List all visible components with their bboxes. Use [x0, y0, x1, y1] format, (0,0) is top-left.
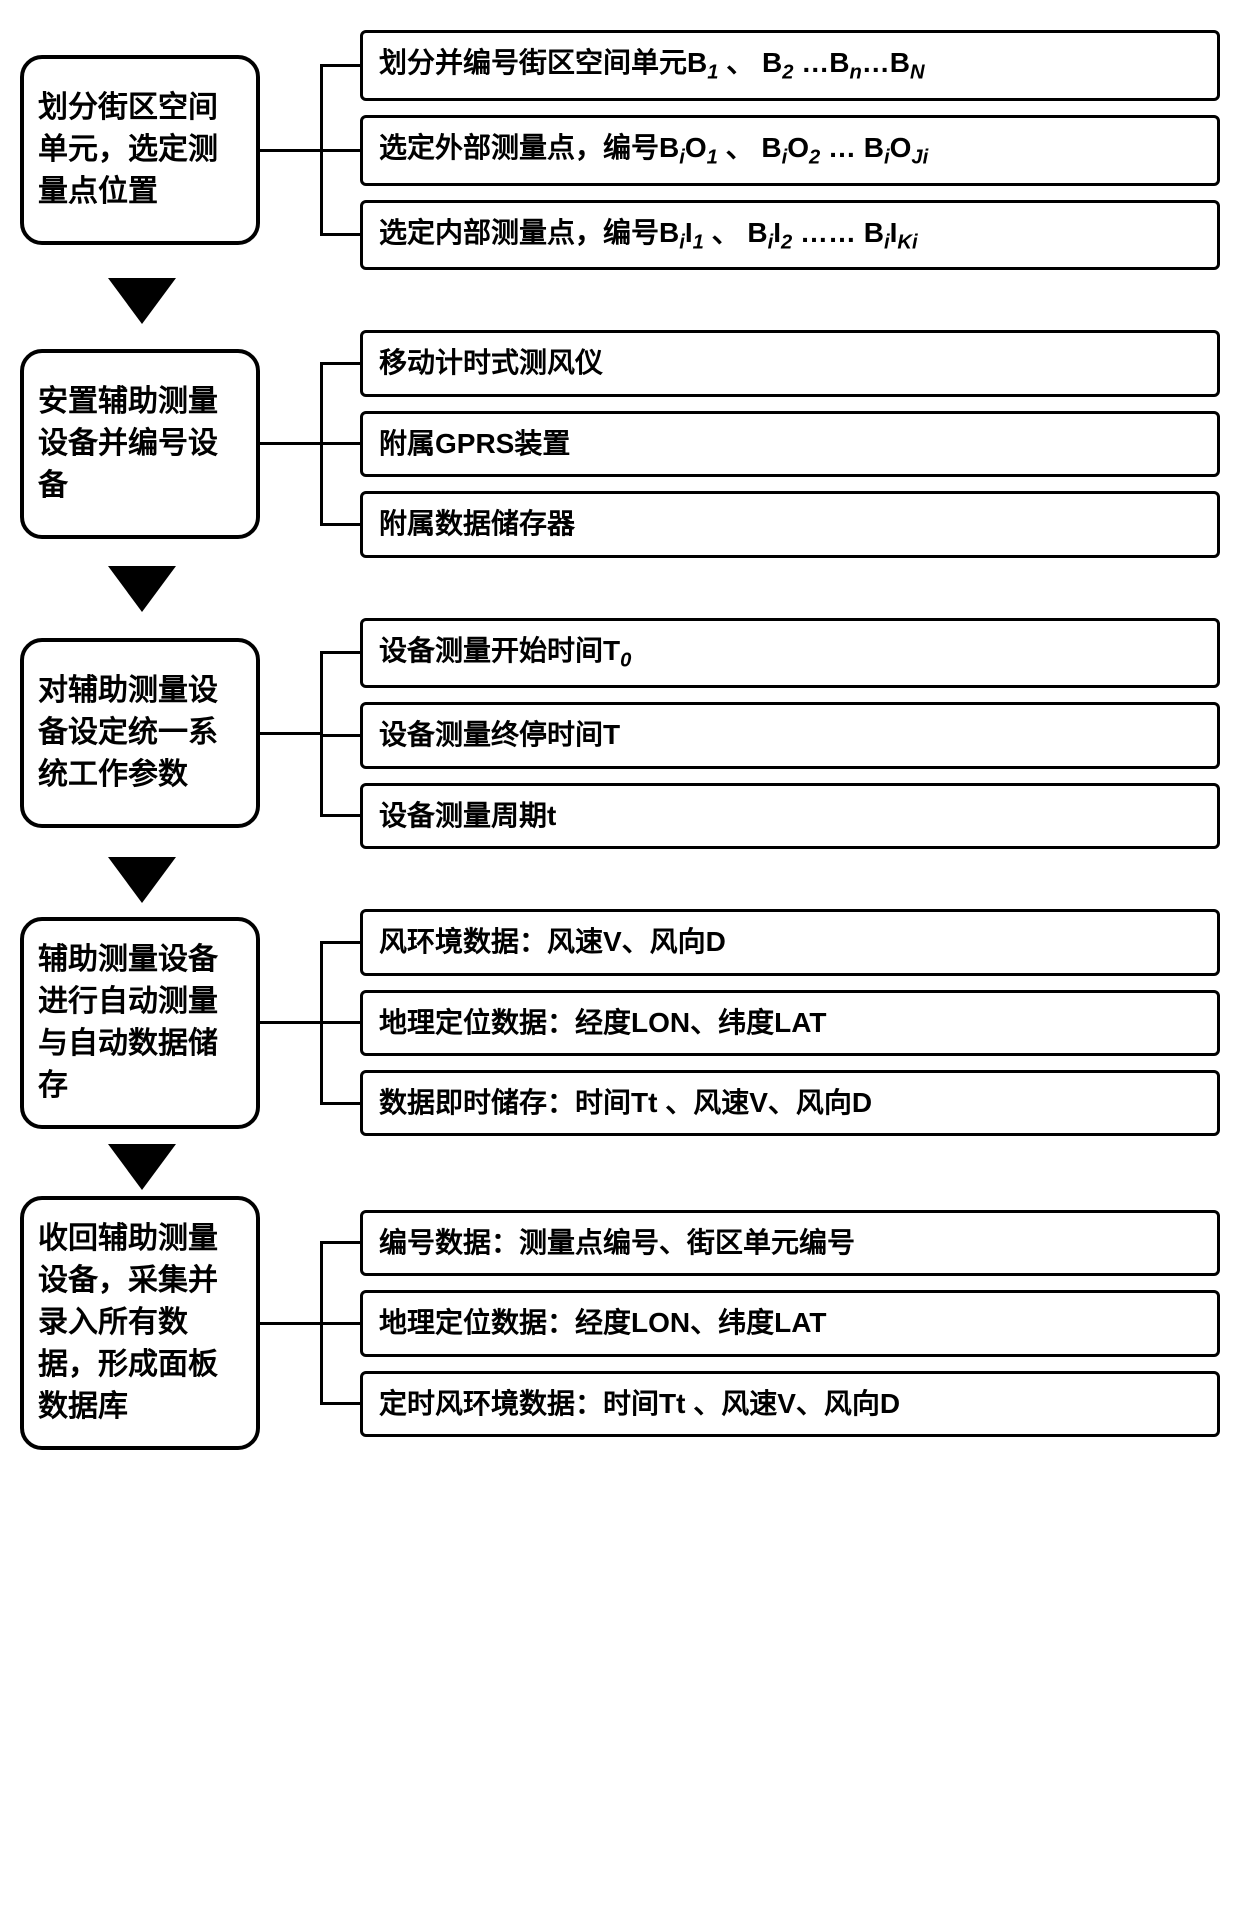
right-box: 风环境数据：风速V、风向D [360, 909, 1220, 975]
right-column: 设备测量开始时间T0 设备测量终停时间T 设备测量周期t [320, 618, 1220, 850]
right-item: 附属GPRS装置 [320, 411, 1220, 477]
connector-vertical [320, 363, 323, 524]
connector-branch [320, 362, 360, 365]
right-box: 设备测量周期t [360, 783, 1220, 849]
step-left-box: 划分街区空间单元，选定测量点位置 [20, 55, 260, 245]
arrow-down-icon [108, 857, 176, 903]
arrow-down-icon [108, 566, 176, 612]
connector-main [260, 732, 320, 735]
right-item: 编号数据：测量点编号、街区单元编号 [320, 1210, 1220, 1276]
right-column: 风环境数据：风速V、风向D 地理定位数据：经度LON、纬度LAT 数据即时储存：时间… [320, 909, 1220, 1136]
right-box: 设备测量终停时间T [360, 702, 1220, 768]
flowchart: 划分街区空间单元，选定测量点位置划分并编号街区空间单元B1 、 B2 …Bn…B… [20, 30, 1220, 1450]
connector-branch [320, 233, 360, 236]
connector-vertical [320, 653, 323, 816]
right-box: 选定内部测量点，编号BiI1 、 BiI2 …… BiIKi [360, 200, 1220, 271]
right-item: 设备测量终停时间T [320, 702, 1220, 768]
connector-vertical [320, 942, 323, 1103]
right-item: 附属数据储存器 [320, 491, 1220, 557]
right-column: 划分并编号街区空间单元B1 、 B2 …Bn…BN 选定外部测量点，编号BiO1 … [320, 30, 1220, 270]
connector-vertical [320, 1243, 323, 1404]
connector-main [260, 442, 320, 445]
right-item: 移动计时式测风仪 [320, 330, 1220, 396]
connector-branch [320, 1402, 360, 1405]
connector-branch [320, 814, 360, 817]
right-item: 地理定位数据：经度LON、纬度LAT [320, 990, 1220, 1056]
right-item: 设备测量开始时间T0 [320, 618, 1220, 689]
connector-branch [320, 1102, 360, 1105]
connector-branch [320, 149, 360, 152]
right-box: 定时风环境数据：时间Tt 、风速V、风向D [360, 1371, 1220, 1437]
connector-main [260, 1021, 320, 1024]
connector-vertical [320, 66, 323, 236]
connector-branch [320, 1021, 360, 1024]
right-box: 附属数据储存器 [360, 491, 1220, 557]
right-item: 风环境数据：风速V、风向D [320, 909, 1220, 975]
step-row: 收回辅助测量设备，采集并录入所有数据，形成面板数据库编号数据：测量点编号、街区单… [20, 1196, 1220, 1450]
connector-branch [320, 1241, 360, 1244]
step-row: 辅助测量设备进行自动测量与自动数据储存 风环境数据：风速V、风向D 地理定位数据：经… [20, 909, 1220, 1136]
connector-branch [320, 64, 360, 67]
connector-branch [320, 941, 360, 944]
right-item: 数据即时储存：时间Tt 、风速V、风向D [320, 1070, 1220, 1136]
right-box: 移动计时式测风仪 [360, 330, 1220, 396]
connector-branch [320, 651, 360, 654]
connector-branch [320, 734, 360, 737]
right-box: 地理定位数据：经度LON、纬度LAT [360, 1290, 1220, 1356]
right-box: 选定外部测量点，编号BiO1 、 BiO2 … BiOJi [360, 115, 1220, 186]
right-box: 编号数据：测量点编号、街区单元编号 [360, 1210, 1220, 1276]
step-row: 划分街区空间单元，选定测量点位置划分并编号街区空间单元B1 、 B2 …Bn…B… [20, 30, 1220, 270]
right-item: 定时风环境数据：时间Tt 、风速V、风向D [320, 1371, 1220, 1437]
right-item: 划分并编号街区空间单元B1 、 B2 …Bn…BN [320, 30, 1220, 101]
step-left-box: 安置辅助测量设备并编号设备 [20, 349, 260, 539]
step-row: 对辅助测量设备设定统一系统工作参数设备测量开始时间T0设备测量终停时间T设备测量… [20, 618, 1220, 850]
right-box: 附属GPRS装置 [360, 411, 1220, 477]
right-item: 选定外部测量点，编号BiO1 、 BiO2 … BiOJi [320, 115, 1220, 186]
step-row: 安置辅助测量设备并编号设备移动计时式测风仪附属GPRS装置附属数据储存器 [20, 330, 1220, 557]
right-box: 划分并编号街区空间单元B1 、 B2 …Bn…BN [360, 30, 1220, 101]
arrow-down-icon [108, 278, 176, 324]
connector-branch [320, 442, 360, 445]
connector-branch [320, 523, 360, 526]
connector-branch [320, 1322, 360, 1325]
right-column: 编号数据：测量点编号、街区单元编号地理定位数据：经度LON、纬度LAT 定时风环境… [320, 1210, 1220, 1437]
right-box: 设备测量开始时间T0 [360, 618, 1220, 689]
right-item: 选定内部测量点，编号BiI1 、 BiI2 …… BiIKi [320, 200, 1220, 271]
right-item: 设备测量周期t [320, 783, 1220, 849]
arrow-down-icon [108, 1144, 176, 1190]
right-column: 移动计时式测风仪附属GPRS装置附属数据储存器 [320, 330, 1220, 557]
step-left-box: 辅助测量设备进行自动测量与自动数据储存 [20, 917, 260, 1129]
step-left-box: 收回辅助测量设备，采集并录入所有数据，形成面板数据库 [20, 1196, 260, 1450]
connector-main [260, 149, 320, 152]
right-item: 地理定位数据：经度LON、纬度LAT [320, 1290, 1220, 1356]
right-box: 数据即时储存：时间Tt 、风速V、风向D [360, 1070, 1220, 1136]
connector-main [260, 1322, 320, 1325]
step-left-box: 对辅助测量设备设定统一系统工作参数 [20, 638, 260, 828]
right-box: 地理定位数据：经度LON、纬度LAT [360, 990, 1220, 1056]
